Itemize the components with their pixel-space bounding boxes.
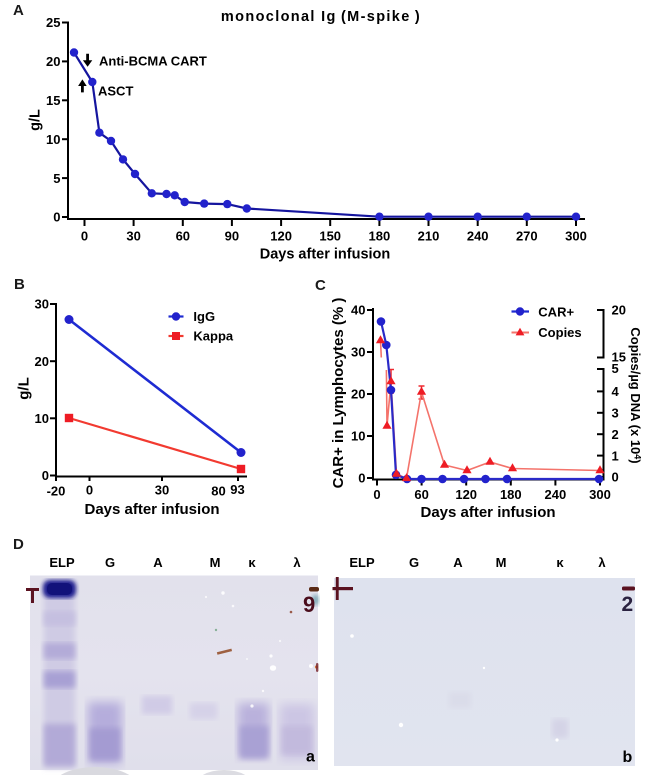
svg-text:1: 1 xyxy=(612,448,619,463)
svg-text:180: 180 xyxy=(369,229,391,244)
svg-text:15: 15 xyxy=(46,93,60,108)
svg-text:60: 60 xyxy=(414,487,428,502)
svg-text:240: 240 xyxy=(545,487,567,502)
svg-text:CAR+ in Lymphocytes (% ): CAR+ in Lymphocytes (% ) xyxy=(330,298,347,489)
svg-text:ELP: ELP xyxy=(349,555,375,570)
svg-text:40: 40 xyxy=(351,303,365,318)
svg-text:Anti-BCMA CART: Anti-BCMA CART xyxy=(99,54,207,69)
svg-text:Days after infusion: Days after infusion xyxy=(84,501,219,518)
svg-text:0: 0 xyxy=(42,468,49,483)
svg-text:λ: λ xyxy=(293,555,301,570)
svg-text:Copies/µg DNA (x 104): Copies/µg DNA (x 104) xyxy=(628,327,643,463)
svg-text:10: 10 xyxy=(35,411,49,426)
svg-text:a: a xyxy=(306,749,315,766)
svg-text:Days after infusion: Days after infusion xyxy=(260,247,391,263)
svg-text:monoclonal Ig (M-spike ): monoclonal Ig (M-spike ) xyxy=(221,9,421,25)
svg-text:M: M xyxy=(210,555,221,570)
svg-text:4: 4 xyxy=(612,384,620,399)
svg-text:30: 30 xyxy=(126,229,140,244)
svg-text:270: 270 xyxy=(516,229,538,244)
svg-text:D: D xyxy=(13,536,24,553)
svg-text:93: 93 xyxy=(230,482,244,497)
svg-text:20: 20 xyxy=(46,54,60,69)
svg-text:G: G xyxy=(105,555,115,570)
svg-text:g/L: g/L xyxy=(28,109,44,131)
svg-text:180: 180 xyxy=(500,487,522,502)
svg-text:20: 20 xyxy=(612,303,626,318)
svg-text:0: 0 xyxy=(612,470,619,485)
svg-text:20: 20 xyxy=(351,387,365,402)
svg-text:10: 10 xyxy=(351,429,365,444)
svg-text:150: 150 xyxy=(319,229,341,244)
svg-text:240: 240 xyxy=(467,229,489,244)
svg-text:30: 30 xyxy=(155,483,169,498)
svg-text:G: G xyxy=(409,555,419,570)
svg-text:25: 25 xyxy=(46,15,60,30)
svg-text:λ: λ xyxy=(598,555,606,570)
svg-text:5: 5 xyxy=(53,171,60,186)
svg-text:300: 300 xyxy=(589,487,611,502)
svg-text:-20: -20 xyxy=(47,484,66,499)
svg-text:κ: κ xyxy=(556,555,564,570)
svg-text:2: 2 xyxy=(622,593,634,616)
svg-text:A: A xyxy=(13,2,24,19)
svg-text:90: 90 xyxy=(225,229,239,244)
svg-text:Days after infusion: Days after infusion xyxy=(420,504,555,521)
svg-text:300: 300 xyxy=(565,229,587,244)
svg-text:15: 15 xyxy=(612,350,626,365)
svg-text:9: 9 xyxy=(303,592,315,617)
svg-text:Kappa: Kappa xyxy=(193,329,234,344)
svg-text:2: 2 xyxy=(612,427,619,442)
svg-text:10: 10 xyxy=(46,132,60,147)
svg-text:80: 80 xyxy=(211,484,225,499)
svg-text:0: 0 xyxy=(81,229,88,244)
svg-text:120: 120 xyxy=(455,487,477,502)
svg-text:ASCT: ASCT xyxy=(98,84,133,99)
svg-text:20: 20 xyxy=(35,354,49,369)
svg-text:60: 60 xyxy=(176,229,190,244)
svg-text:g/L: g/L xyxy=(16,377,33,400)
svg-text:Copies: Copies xyxy=(538,325,581,340)
svg-text:ELP: ELP xyxy=(49,555,75,570)
svg-text:210: 210 xyxy=(418,229,440,244)
svg-text:A: A xyxy=(453,555,463,570)
svg-text:κ: κ xyxy=(248,555,256,570)
svg-text:0: 0 xyxy=(373,487,380,502)
svg-text:CAR+: CAR+ xyxy=(538,305,574,320)
svg-text:M: M xyxy=(496,555,507,570)
svg-text:A: A xyxy=(153,555,163,570)
svg-text:30: 30 xyxy=(35,297,49,312)
svg-text:0: 0 xyxy=(86,483,93,498)
svg-text:B: B xyxy=(14,276,25,293)
svg-text:120: 120 xyxy=(270,229,292,244)
svg-text:0: 0 xyxy=(358,471,365,486)
svg-text:5: 5 xyxy=(612,361,619,376)
svg-text:30: 30 xyxy=(351,345,365,360)
svg-text:b: b xyxy=(623,749,633,766)
svg-text:0: 0 xyxy=(53,210,60,225)
svg-text:C: C xyxy=(315,277,326,294)
svg-text:IgG: IgG xyxy=(193,309,215,324)
svg-text:3: 3 xyxy=(612,406,619,421)
